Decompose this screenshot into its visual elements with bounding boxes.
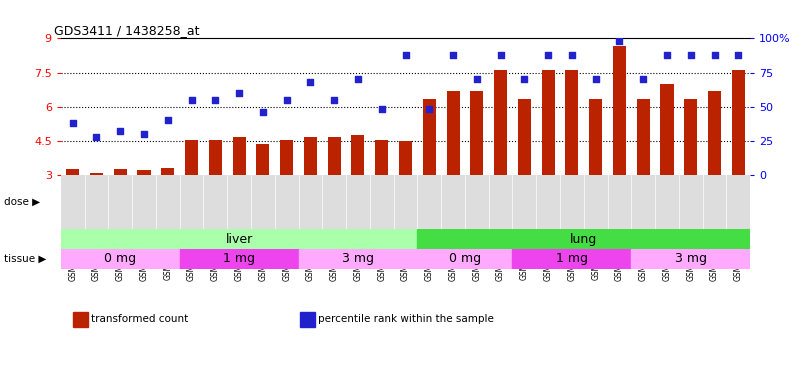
Point bbox=[67, 120, 79, 126]
Text: liver: liver bbox=[225, 233, 253, 246]
Point bbox=[185, 97, 198, 103]
Point bbox=[280, 97, 293, 103]
Point bbox=[494, 52, 507, 58]
Text: dose ▶: dose ▶ bbox=[4, 197, 41, 207]
Point bbox=[660, 52, 673, 58]
Point bbox=[114, 128, 127, 134]
Point bbox=[542, 52, 555, 58]
Bar bbox=[542, 70, 555, 175]
Text: tissue ▶: tissue ▶ bbox=[4, 254, 46, 264]
Bar bbox=[470, 91, 483, 175]
Text: 3 mg: 3 mg bbox=[675, 252, 706, 265]
Text: lung: lung bbox=[570, 233, 598, 246]
Point bbox=[209, 97, 222, 103]
Bar bbox=[418, 229, 750, 249]
Text: transformed count: transformed count bbox=[91, 314, 188, 324]
Bar bbox=[185, 139, 198, 175]
Bar bbox=[613, 46, 626, 175]
Point bbox=[256, 109, 269, 115]
Bar bbox=[447, 91, 460, 175]
Bar bbox=[517, 99, 531, 175]
Bar bbox=[114, 169, 127, 175]
Text: 1 mg: 1 mg bbox=[556, 252, 588, 265]
Bar bbox=[67, 169, 79, 175]
Text: percentile rank within the sample: percentile rank within the sample bbox=[318, 314, 494, 324]
Point bbox=[470, 76, 483, 83]
Point bbox=[161, 117, 174, 123]
Bar bbox=[61, 249, 180, 269]
Bar bbox=[280, 139, 294, 175]
Point bbox=[399, 52, 412, 58]
Text: 1 mg: 1 mg bbox=[223, 252, 255, 265]
Bar bbox=[589, 99, 603, 175]
Bar bbox=[494, 70, 507, 175]
Point bbox=[565, 52, 578, 58]
Point bbox=[138, 131, 151, 137]
Point bbox=[589, 76, 602, 83]
Bar bbox=[328, 137, 341, 175]
Bar bbox=[208, 139, 222, 175]
Bar bbox=[180, 249, 298, 269]
Bar bbox=[351, 135, 364, 175]
Point bbox=[375, 106, 388, 113]
Point bbox=[351, 76, 364, 83]
Bar bbox=[375, 139, 388, 175]
Point bbox=[708, 52, 721, 58]
Point bbox=[233, 90, 246, 96]
Bar bbox=[418, 249, 513, 269]
Bar bbox=[708, 91, 721, 175]
Text: 0 mg: 0 mg bbox=[104, 252, 136, 265]
Point bbox=[304, 79, 317, 85]
Point bbox=[90, 134, 103, 140]
Point bbox=[328, 97, 341, 103]
Text: GDS3411 / 1438258_at: GDS3411 / 1438258_at bbox=[54, 24, 200, 37]
Bar bbox=[298, 249, 418, 269]
Text: 0 mg: 0 mg bbox=[448, 252, 481, 265]
Bar bbox=[61, 229, 418, 249]
Point bbox=[447, 52, 460, 58]
Point bbox=[613, 38, 626, 44]
Point bbox=[423, 106, 436, 113]
Bar bbox=[684, 99, 697, 175]
Point bbox=[518, 76, 531, 83]
Bar bbox=[637, 99, 650, 175]
Bar bbox=[138, 170, 151, 175]
Bar bbox=[423, 99, 436, 175]
Bar bbox=[631, 249, 750, 269]
Bar bbox=[233, 137, 246, 175]
Bar bbox=[660, 84, 673, 175]
Bar bbox=[399, 141, 412, 175]
Text: 3 mg: 3 mg bbox=[342, 252, 374, 265]
Bar bbox=[565, 70, 578, 175]
Bar bbox=[513, 249, 631, 269]
Bar bbox=[256, 144, 269, 175]
Point bbox=[684, 52, 697, 58]
Bar bbox=[161, 168, 174, 175]
Bar bbox=[90, 172, 103, 175]
Bar bbox=[304, 137, 317, 175]
Bar bbox=[732, 70, 744, 175]
Point bbox=[732, 52, 744, 58]
Point bbox=[637, 76, 650, 83]
